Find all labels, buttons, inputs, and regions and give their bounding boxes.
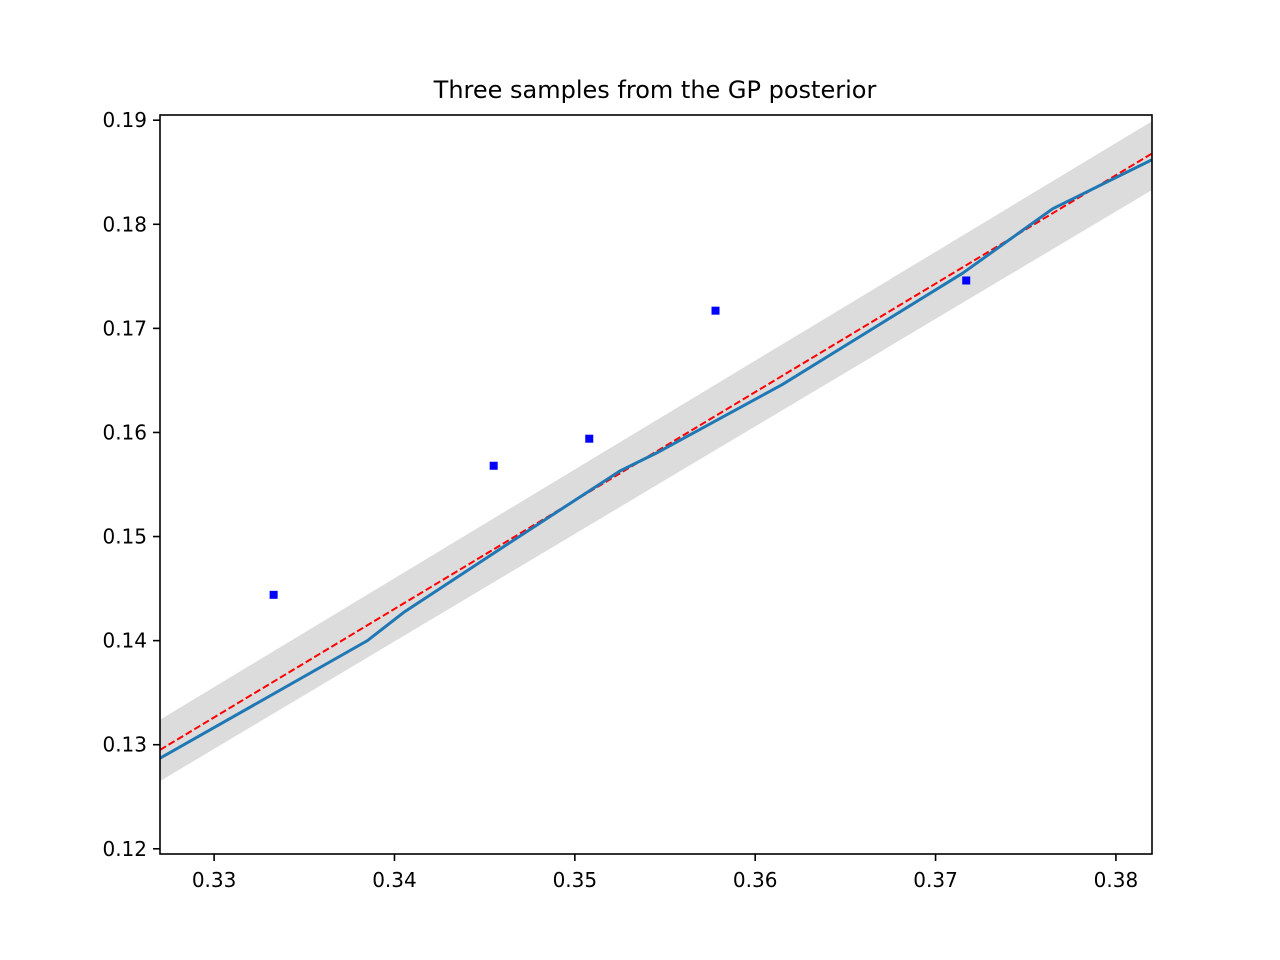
- sample-line: [160, 158, 1152, 760]
- y-tick-label: 0.19: [102, 108, 147, 132]
- data-point: [269, 590, 278, 599]
- x-tick-label: 0.37: [913, 868, 958, 892]
- x-tick-label: 0.35: [553, 868, 598, 892]
- x-tick-label: 0.34: [372, 868, 417, 892]
- data-point: [489, 461, 498, 470]
- chart-title: Three samples from the GP posterior: [433, 76, 877, 104]
- y-tick-label: 0.14: [102, 629, 147, 653]
- y-tick-label: 0.13: [102, 733, 147, 757]
- axes: 0.33 0.34 0.35 0.36 0.37 0.38 0.12 0.13 0.14 0.15…: [102, 108, 1153, 892]
- y-tick-label: 0.17: [102, 316, 147, 340]
- y-tick-label: 0.16: [102, 420, 147, 444]
- data-point: [711, 306, 720, 315]
- x-tick-label: 0.33: [192, 868, 237, 892]
- x-tick-label: 0.38: [1094, 868, 1139, 892]
- data-point: [585, 434, 594, 443]
- y-tick-label: 0.12: [102, 837, 147, 861]
- y-tick-label: 0.15: [102, 525, 147, 549]
- plot-area: [160, 121, 1152, 782]
- mean-line: [160, 152, 1152, 751]
- x-tick-label: 0.36: [733, 868, 778, 892]
- data-point: [962, 276, 971, 285]
- plot-frame: [159, 114, 1153, 855]
- y-tick-label: 0.18: [102, 212, 147, 236]
- confidence-band: [160, 121, 1152, 782]
